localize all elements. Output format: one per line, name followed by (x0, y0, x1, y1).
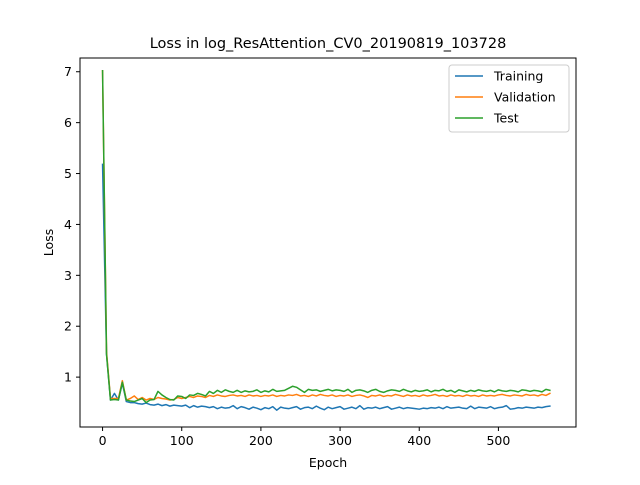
y-tick-label: 2 (64, 319, 72, 334)
x-axis-ticks: 0 100 200 300 400 500 (99, 427, 510, 448)
legend: Training Validation Test (448, 64, 570, 133)
legend-label-test: Test (493, 111, 519, 126)
series-line-test (101, 69, 551, 404)
y-tick-label: 1 (64, 370, 72, 385)
y-tick-label: 4 (64, 217, 72, 232)
x-tick-label: 400 (407, 433, 431, 448)
y-tick-label: 3 (64, 268, 72, 283)
legend-label-validation: Validation (494, 90, 556, 105)
plot-area: 0 100 200 300 400 500 1 2 3 4 5 6 7 (64, 57, 577, 448)
x-tick-label: 0 (99, 433, 107, 448)
x-tick-label: 100 (170, 433, 194, 448)
y-axis-label: Loss (41, 229, 56, 256)
series-line-training (101, 163, 551, 411)
legend-items: Training Validation Test (455, 69, 556, 126)
x-tick-label: 300 (328, 433, 352, 448)
legend-label-training: Training (493, 69, 543, 84)
x-tick-label: 200 (249, 433, 273, 448)
chart-title: Loss in log_ResAttention_CV0_20190819_10… (150, 36, 507, 52)
x-axis-label: Epoch (309, 455, 347, 470)
legend-box (448, 64, 570, 133)
y-axis-ticks: 1 2 3 4 5 6 7 (64, 64, 80, 385)
series-line-validation (101, 69, 551, 401)
x-tick-label: 500 (486, 433, 510, 448)
y-tick-label: 5 (64, 166, 72, 181)
y-tick-label: 6 (64, 115, 72, 130)
y-tick-label: 7 (64, 64, 72, 79)
series-lines (101, 69, 551, 411)
axes-frame (79, 57, 577, 428)
